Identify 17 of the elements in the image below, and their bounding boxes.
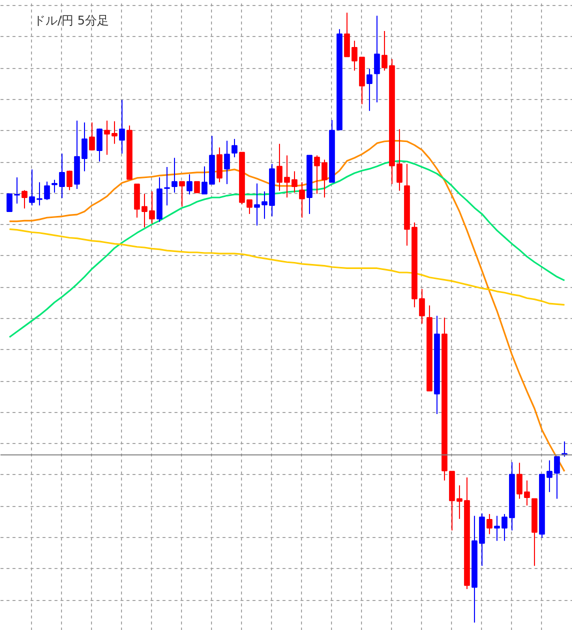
candlestick: [186, 174, 192, 195]
chart-title: ドル/円 5分足: [34, 14, 109, 28]
candlestick: [299, 182, 305, 218]
candlestick: [179, 181, 185, 208]
candlestick: [232, 138, 238, 158]
candlestick: [66, 170, 72, 191]
candlestick: [96, 128, 102, 162]
candlestick: [216, 146, 222, 183]
candlestick: [172, 157, 178, 194]
candlestick: [119, 99, 125, 154]
candlestick: [224, 140, 230, 185]
candlestick: [89, 122, 95, 152]
candlestick: [22, 190, 28, 209]
candlestick: [486, 514, 492, 535]
candlestick: [164, 166, 170, 206]
candlestick: [374, 15, 380, 103]
candlestick: [366, 68, 372, 112]
